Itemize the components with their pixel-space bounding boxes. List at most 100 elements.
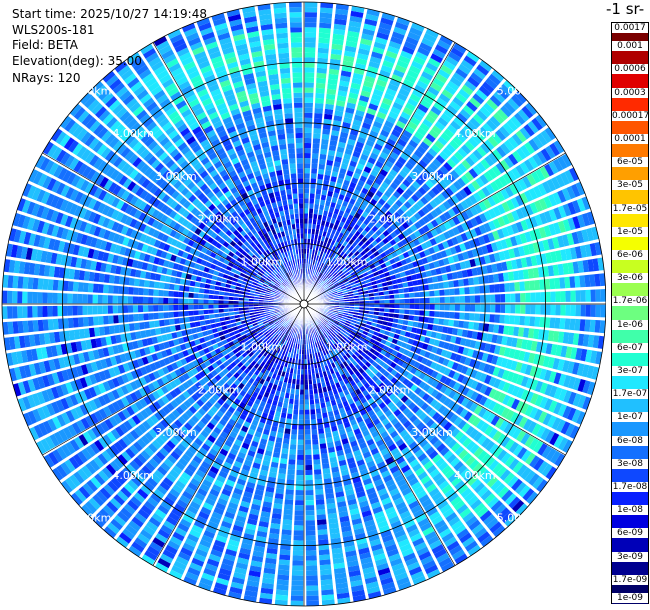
range-gate (508, 348, 516, 359)
range-gate (323, 473, 332, 480)
range-gate (305, 464, 313, 471)
range-gate (364, 75, 376, 84)
range-gate (410, 153, 421, 163)
range-gate (350, 254, 356, 260)
range-gate (561, 188, 571, 201)
range-gate (522, 269, 530, 280)
range-gate (341, 316, 347, 320)
range-gate (387, 83, 399, 92)
range-gate (461, 144, 472, 155)
range-gate (357, 262, 363, 268)
range-gate (464, 357, 472, 366)
range-gate (397, 319, 404, 325)
range-gate (306, 585, 319, 591)
range-gate (348, 232, 354, 239)
range-gate (291, 580, 304, 586)
range-gate (304, 47, 316, 53)
range-gate (359, 297, 365, 301)
range-gate (371, 240, 378, 247)
range-gate (430, 269, 437, 276)
range-gate (345, 40, 358, 48)
range-gate (287, 469, 295, 475)
range-gate (382, 267, 389, 273)
range-gate (354, 244, 361, 251)
range-gate (365, 70, 377, 79)
range-gate (304, 17, 317, 23)
range-gate (318, 267, 322, 273)
range-gate (351, 177, 359, 184)
range-gate (373, 288, 379, 293)
range-gate (544, 163, 555, 177)
range-gate (389, 343, 396, 349)
range-gate (456, 363, 464, 373)
range-gate (491, 263, 498, 273)
range-gate (356, 104, 367, 112)
range-gate (332, 33, 345, 41)
range-gate (355, 58, 368, 66)
range-gate (360, 90, 371, 98)
range-gate (313, 254, 317, 261)
range-gate (397, 138, 407, 147)
range-gate (533, 328, 540, 340)
range-gate (378, 198, 386, 206)
range-gate (335, 8, 349, 16)
range-gate (333, 28, 346, 36)
range-gate (300, 374, 304, 380)
range-gate (391, 31, 405, 41)
range-gate (290, 600, 304, 606)
range-gate (469, 228, 478, 238)
range-gate (349, 15, 363, 23)
range-gate (454, 262, 462, 271)
range-gate (377, 173, 386, 181)
range-gate (363, 310, 370, 314)
range-gate (377, 319, 383, 325)
range-gate (377, 269, 384, 275)
range-gate (319, 559, 331, 566)
range-gate (388, 313, 395, 318)
range-gate (581, 196, 591, 210)
range-gate (411, 60, 424, 70)
range-gate (344, 174, 352, 182)
range-gate (283, 433, 290, 440)
range-gate (441, 89, 454, 100)
range-gate (376, 138, 385, 147)
range-gate (464, 312, 470, 321)
range-gate (499, 159, 510, 171)
range-gate (548, 194, 557, 207)
range-gate (318, 549, 330, 556)
range-gate (353, 292, 359, 296)
range-gate (394, 304, 400, 309)
range-gate (344, 255, 350, 261)
range-gate (323, 118, 332, 125)
range-gate (331, 270, 336, 276)
range-gate (324, 286, 330, 291)
range-gate (311, 228, 316, 235)
range-gate (313, 213, 318, 220)
range-gate (318, 37, 330, 44)
range-gate (319, 280, 324, 286)
range-gate (441, 274, 448, 281)
range-gate (287, 464, 296, 470)
range-gate (392, 164, 401, 173)
range-gate (585, 349, 593, 363)
range-gate (396, 17, 410, 26)
range-gate (465, 367, 473, 377)
range-gate (440, 64, 453, 75)
range-gate (404, 298, 410, 304)
range-gate (347, 315, 353, 320)
range-gate (388, 270, 395, 276)
range-gate (368, 289, 374, 294)
range-gate (284, 428, 291, 435)
range-gate (535, 341, 543, 353)
range-gate (484, 374, 492, 385)
range-gate (334, 18, 347, 26)
ray (304, 304, 600, 380)
range-gate (318, 230, 323, 236)
range-gate (416, 355, 424, 363)
range-gate (472, 149, 483, 161)
range-gate (315, 494, 324, 500)
range-gate (393, 313, 400, 319)
range-gate (354, 250, 360, 257)
range-gate (499, 283, 505, 293)
range-gate (413, 230, 422, 238)
